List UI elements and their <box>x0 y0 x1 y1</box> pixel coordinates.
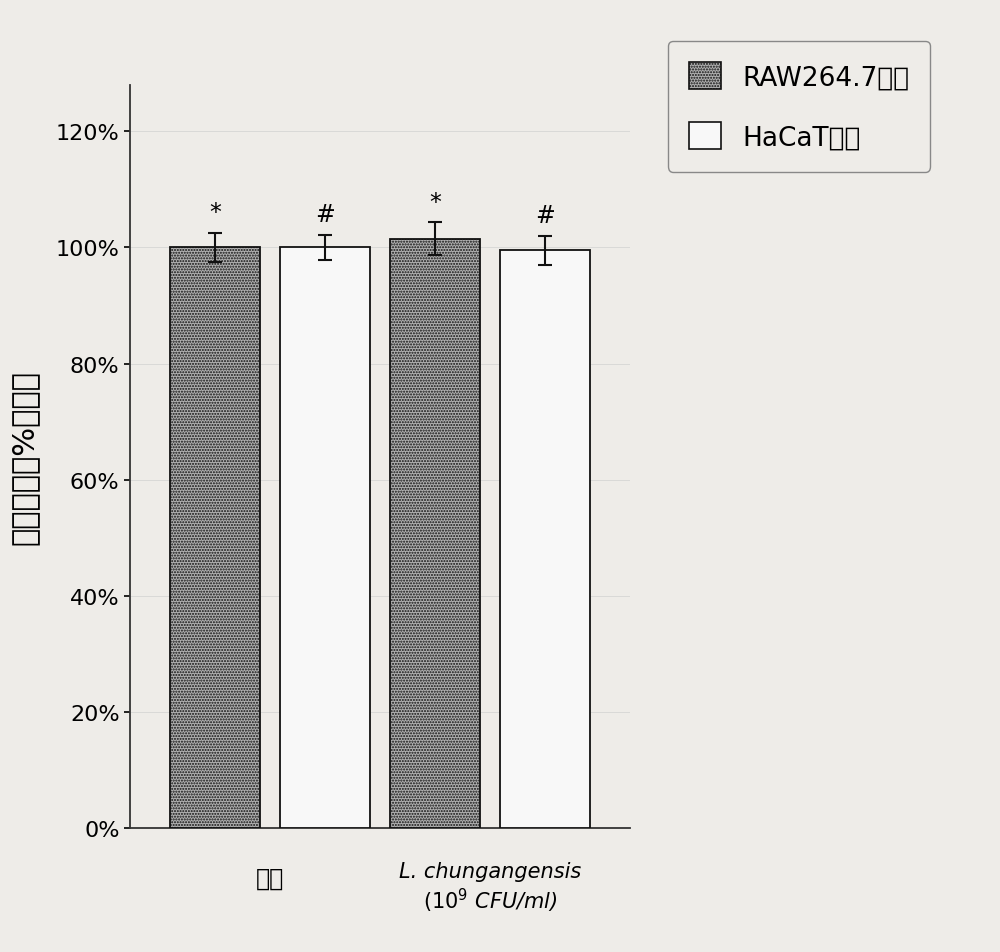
Legend: RAW264.7细胞, HaCaT细胞: RAW264.7细胞, HaCaT细胞 <box>668 42 930 172</box>
Text: L. chungangensis
$(10^{9}$ CFU/ml): L. chungangensis $(10^{9}$ CFU/ml) <box>399 862 581 914</box>
Bar <box>280 248 370 828</box>
Bar <box>170 248 260 828</box>
Bar <box>390 239 480 828</box>
Text: *: * <box>209 201 221 225</box>
Text: *: * <box>429 190 441 214</box>
Y-axis label: 细胞存活（%对照）: 细胞存活（%对照） <box>10 369 39 545</box>
Text: #: # <box>535 204 555 228</box>
Bar <box>500 251 590 828</box>
Text: #: # <box>315 203 335 227</box>
Text: 正常: 正常 <box>256 866 284 890</box>
